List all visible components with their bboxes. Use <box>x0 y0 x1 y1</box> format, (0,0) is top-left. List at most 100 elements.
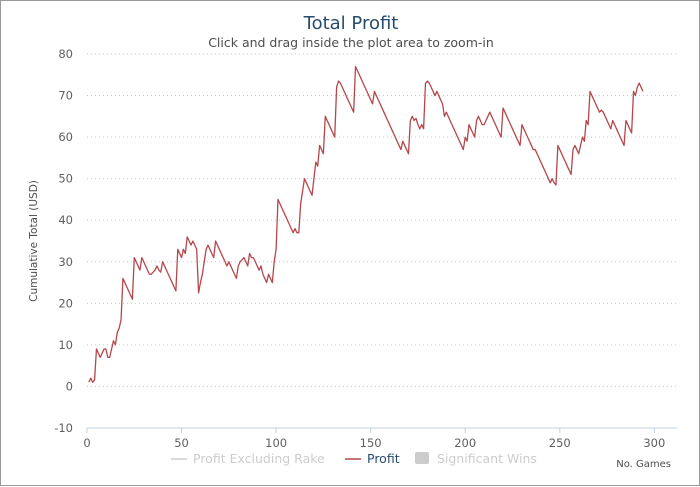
data-point[interactable] <box>336 87 337 88</box>
data-point[interactable] <box>300 203 301 204</box>
data-point[interactable] <box>181 257 182 258</box>
data-point[interactable] <box>308 187 309 188</box>
data-point[interactable] <box>217 245 218 246</box>
data-point[interactable] <box>100 357 101 358</box>
data-point[interactable] <box>266 282 267 283</box>
data-point[interactable] <box>467 141 468 142</box>
data-point[interactable] <box>283 212 284 213</box>
data-point[interactable] <box>253 257 254 258</box>
data-point[interactable] <box>272 282 273 283</box>
data-point[interactable] <box>333 133 334 134</box>
data-point[interactable] <box>274 261 275 262</box>
data-point[interactable] <box>365 87 366 88</box>
data-point[interactable] <box>469 124 470 125</box>
data-point[interactable] <box>162 261 163 262</box>
legend-item-profit-excluding-rake[interactable]: Profit Excluding Rake <box>171 451 325 466</box>
data-point[interactable] <box>255 261 256 262</box>
data-point[interactable] <box>454 129 455 130</box>
data-point[interactable] <box>542 166 543 167</box>
data-point[interactable] <box>601 110 602 111</box>
data-point[interactable] <box>145 266 146 267</box>
data-point[interactable] <box>605 116 606 117</box>
data-point[interactable] <box>438 95 439 96</box>
data-point[interactable] <box>586 120 587 121</box>
data-point[interactable] <box>612 120 613 121</box>
data-point[interactable] <box>385 116 386 117</box>
data-point[interactable] <box>223 257 224 258</box>
data-point[interactable] <box>225 261 226 262</box>
data-point[interactable] <box>478 116 479 117</box>
data-point[interactable] <box>213 257 214 258</box>
data-point[interactable] <box>113 340 114 341</box>
data-point[interactable] <box>465 137 466 138</box>
data-point[interactable] <box>368 95 369 96</box>
data-point[interactable] <box>204 261 205 262</box>
data-point[interactable] <box>276 249 277 250</box>
data-point[interactable] <box>503 108 504 109</box>
data-point[interactable] <box>378 99 379 100</box>
data-point[interactable] <box>429 83 430 84</box>
data-point[interactable] <box>614 124 615 125</box>
data-point[interactable] <box>363 83 364 84</box>
data-point[interactable] <box>427 81 428 82</box>
data-point[interactable] <box>493 120 494 121</box>
data-point[interactable] <box>471 129 472 130</box>
data-point[interactable] <box>106 349 107 350</box>
data-point[interactable] <box>104 349 105 350</box>
data-point[interactable] <box>616 129 617 130</box>
data-point[interactable] <box>297 232 298 233</box>
data-point[interactable] <box>524 129 525 130</box>
data-point[interactable] <box>558 145 559 146</box>
data-point[interactable] <box>488 116 489 117</box>
data-point[interactable] <box>89 382 90 383</box>
data-point[interactable] <box>516 137 517 138</box>
data-point[interactable] <box>264 278 265 279</box>
data-point[interactable] <box>491 116 492 117</box>
data-point[interactable] <box>234 274 235 275</box>
data-point[interactable] <box>539 158 540 159</box>
data-point[interactable] <box>418 124 419 125</box>
data-point[interactable] <box>399 145 400 146</box>
data-point[interactable] <box>382 108 383 109</box>
data-point[interactable] <box>448 116 449 117</box>
data-point[interactable] <box>618 133 619 134</box>
data-point[interactable] <box>327 120 328 121</box>
data-point[interactable] <box>595 104 596 105</box>
data-point[interactable] <box>624 145 625 146</box>
data-point[interactable] <box>552 178 553 179</box>
data-point[interactable] <box>457 137 458 138</box>
data-point[interactable] <box>136 261 137 262</box>
data-point[interactable] <box>206 249 207 250</box>
data-point[interactable] <box>643 91 644 92</box>
data-point[interactable] <box>484 124 485 125</box>
data-point[interactable] <box>584 141 585 142</box>
data-point[interactable] <box>599 112 600 113</box>
data-point[interactable] <box>548 178 549 179</box>
data-point[interactable] <box>109 357 110 358</box>
data-point[interactable] <box>450 120 451 121</box>
data-point[interactable] <box>499 133 500 134</box>
data-point[interactable] <box>554 183 555 184</box>
data-point[interactable] <box>208 245 209 246</box>
data-point[interactable] <box>280 203 281 204</box>
data-point[interactable] <box>563 158 564 159</box>
data-point[interactable] <box>565 162 566 163</box>
data-point[interactable] <box>126 286 127 287</box>
data-point[interactable] <box>376 95 377 96</box>
data-point[interactable] <box>597 108 598 109</box>
legend-item-profit[interactable]: Profit <box>345 451 400 466</box>
data-point[interactable] <box>357 70 358 71</box>
data-point[interactable] <box>527 137 528 138</box>
data-point[interactable] <box>168 274 169 275</box>
data-point[interactable] <box>151 274 152 275</box>
data-point[interactable] <box>505 112 506 113</box>
data-point[interactable] <box>410 120 411 121</box>
data-point[interactable] <box>531 145 532 146</box>
data-point[interactable] <box>535 149 536 150</box>
data-point[interactable] <box>476 120 477 121</box>
data-point[interactable] <box>631 133 632 134</box>
data-point[interactable] <box>323 153 324 154</box>
data-point[interactable] <box>578 153 579 154</box>
data-point[interactable] <box>298 232 299 233</box>
data-point[interactable] <box>132 299 133 300</box>
